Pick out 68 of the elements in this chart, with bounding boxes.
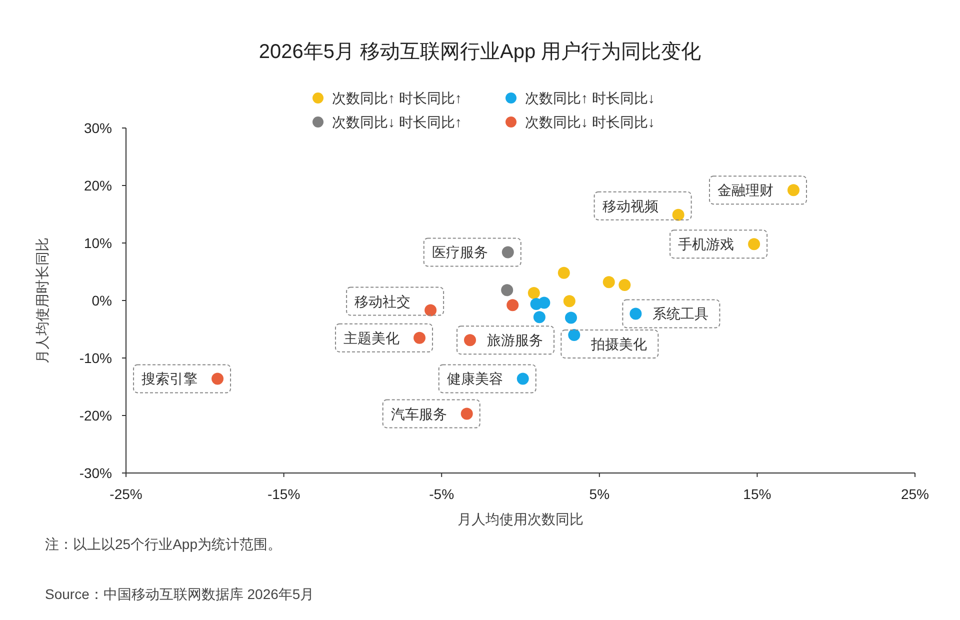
y-tick-label: -30% (79, 465, 112, 481)
point (516, 372, 529, 385)
y-axis-title: 月人均使用时长同比 (34, 238, 50, 364)
x-axis-title: 月人均使用次数同比 (458, 511, 584, 527)
source-note: Source：中国移动互联网数据库 2026年5月 (45, 586, 314, 602)
label: 主题美化 (335, 323, 433, 352)
x-tick-label: -5% (429, 486, 454, 502)
y-tick-label: 10% (84, 235, 112, 251)
label: 健康美容 (438, 364, 536, 394)
point (424, 304, 437, 316)
point (564, 312, 577, 324)
x-tick-label: -15% (267, 486, 300, 502)
label: 移动社交 (346, 286, 444, 316)
point (558, 266, 570, 279)
label: 医疗服务 (423, 238, 522, 267)
legend-label: 次数同比↑ 时长同比↓ (525, 90, 655, 106)
x-tick-label: 15% (743, 486, 772, 502)
annotation: 移动视频 (602, 198, 658, 214)
legend-label: 次数同比↑ 时长同比↑ (332, 90, 462, 106)
annotation: 医疗服务 (432, 244, 488, 260)
chart-title: 2026年5月 移动互联网行业App 用户行为同比变化 (258, 41, 702, 63)
annotation: 拍摄美化 (590, 336, 648, 352)
point (460, 408, 473, 420)
point (672, 208, 684, 221)
point (506, 299, 519, 312)
annotation: 搜索引擎 (142, 370, 198, 387)
point (568, 329, 580, 341)
annotation: 移动社交 (354, 293, 411, 310)
y-tick-label: 30% (84, 120, 112, 136)
label: 金融理财 (709, 176, 807, 205)
annotation: 汽车服务 (390, 406, 447, 422)
point (563, 295, 576, 308)
label: 手机游戏 (670, 230, 768, 259)
annotation: 金融理财 (717, 182, 774, 198)
x-tick-label: 25% (900, 486, 930, 502)
y-tick-label: 20% (84, 178, 112, 194)
legend-label: 次数同比↓ 时长同比↓ (525, 114, 655, 130)
y-tick-label: -20% (79, 408, 112, 424)
legend-label: 次数同比↓ 时长同比↑ (332, 114, 462, 130)
point (538, 296, 550, 309)
annotation: 手机游戏 (678, 236, 734, 252)
label: 移动视频 (594, 191, 692, 220)
x-tick-label: 5% (589, 486, 610, 502)
point (618, 278, 631, 291)
point (502, 246, 514, 258)
annotation: 系统工具 (652, 306, 709, 322)
x-tick-label: -25% (110, 486, 142, 502)
y-tick-label: 0% (92, 292, 112, 308)
label: 搜索引擎 (133, 364, 232, 394)
point (464, 334, 476, 346)
label: 旅游服务 (456, 326, 554, 355)
point (748, 238, 760, 250)
label: 系统工具 (622, 299, 720, 328)
point (501, 284, 514, 296)
annotation: 主题美化 (344, 330, 400, 346)
label: 拍摄美化 (560, 330, 659, 358)
point (414, 332, 426, 344)
point (630, 308, 642, 320)
point (533, 311, 546, 324)
annotation: 旅游服务 (487, 332, 544, 348)
annotation: 健康美容 (446, 370, 503, 387)
label: 汽车服务 (382, 399, 480, 428)
text: 注：以上以25个行业App为统计范围。 (45, 536, 282, 552)
point (602, 276, 615, 288)
y-tick-label: -10% (79, 350, 112, 366)
point (528, 287, 540, 300)
point (212, 372, 224, 385)
point (787, 184, 800, 196)
